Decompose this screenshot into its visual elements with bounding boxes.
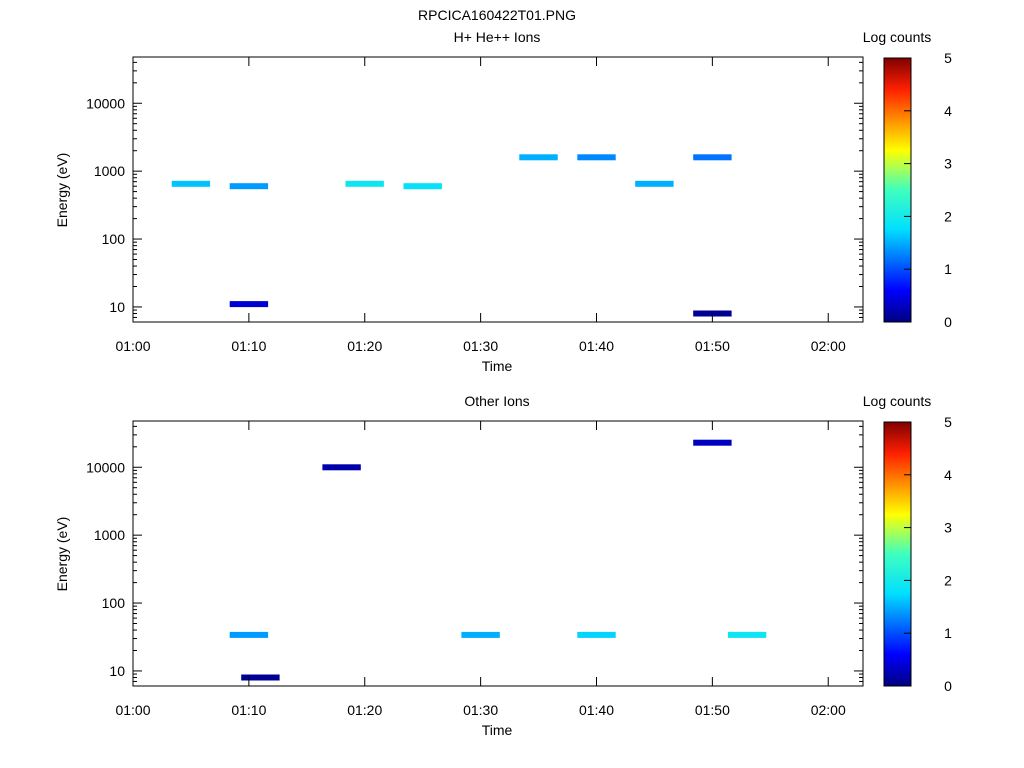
panel-2-title: Other Ions	[464, 393, 529, 409]
panel-1-colorbar-ticks: 0 1 2 3 4 5	[904, 50, 952, 330]
panel-1-y-axis-label: Energy (eV)	[54, 153, 70, 228]
panel-1-cell-7	[693, 154, 732, 161]
panel-2-cell-4	[693, 439, 732, 446]
panel-2-colorbar-label: Log counts	[863, 393, 932, 409]
panel-1-ytick-label-3: 10000	[86, 95, 125, 111]
panel-2-xtick-label-5: 01:50	[695, 702, 730, 718]
panel-2-xtick-label-4: 01:40	[579, 702, 614, 718]
panel-2-cell-2	[577, 631, 616, 638]
panel-2-ytick-label-0: 10	[109, 663, 125, 679]
figure-title: RPCICA160422T01.PNG	[418, 7, 576, 23]
panel-1-cb-tick-label-3: 3	[944, 156, 952, 172]
panel-1-xtick-label-2: 01:20	[347, 338, 382, 354]
panel-1-cell-2	[345, 180, 384, 187]
panel-1-xtick-label-4: 01:40	[579, 338, 614, 354]
panel-1-ytick-label-0: 10	[109, 299, 125, 315]
panel-1-cb-tick-label-2: 2	[944, 208, 952, 224]
panel-1-colorbar	[883, 57, 912, 323]
panel-2-xtick-label-6: 02:00	[811, 702, 846, 718]
panel-1-xtick-label-3: 01:30	[463, 338, 498, 354]
panel-2-cb-tick-label-1: 1	[944, 625, 952, 641]
panel-2-ytick-label-2: 1000	[94, 527, 125, 543]
panel-2-axes: 01:00 01:10 01:20 01:30 01:40 01:50 02:00 10 100…	[86, 421, 863, 718]
panel-1-xtick-label-5: 01:50	[695, 338, 730, 354]
panel-2-cell-0	[229, 631, 269, 638]
panel-1-title: H+ He++ Ions	[454, 29, 541, 45]
panel-1-colorbar-label: Log counts	[863, 29, 932, 45]
panel-1-heatmap-cells	[171, 154, 732, 317]
panel-1-x-axis-label: Time	[482, 358, 513, 374]
panel-1-cb-tick-label-5: 5	[944, 50, 952, 66]
panel-2-cell-5	[322, 464, 361, 471]
panel-2-cell-3	[727, 631, 767, 638]
panel-1-cell-3	[403, 183, 442, 190]
panel-2-cell-6	[241, 674, 280, 681]
panel-1-cell-6	[635, 180, 674, 187]
panel-1-cb-tick-label-0: 0	[944, 314, 952, 330]
panel-1-plot-frame	[132, 56, 864, 323]
panel-1-ytick-label-2: 1000	[94, 163, 125, 179]
panel-2-xtick-label-2: 01:20	[347, 702, 382, 718]
panel-1-cell-5	[577, 154, 616, 161]
panel-2-colorbar-ticks: 0 1 2 3 4 5	[904, 414, 952, 694]
panel-1-cell-1	[229, 183, 269, 190]
panel-2-cell-1	[461, 631, 500, 638]
panel-1-xtick-label-1: 01:10	[231, 338, 266, 354]
panel-h-he-ions: H+ He++ Ions 01:00 01:10 01:20 01:30 01:40 01…	[54, 29, 952, 374]
panel-1-cb-tick-label-4: 4	[944, 103, 952, 119]
panel-2-heatmap-cells	[229, 439, 767, 681]
panel-1-cell-0	[171, 180, 211, 187]
panel-1-ytick-label-1: 100	[102, 231, 126, 247]
panel-1-xtick-label-0: 01:00	[115, 338, 150, 354]
panel-2-colorbar	[883, 421, 912, 687]
panel-1-cell-8	[229, 301, 269, 308]
panel-2-xtick-label-0: 01:00	[115, 702, 150, 718]
panel-2-xtick-label-1: 01:10	[231, 702, 266, 718]
panel-2-ytick-label-1: 100	[102, 595, 126, 611]
panel-1-axes: 01:00 01:10 01:20 01:30 01:40 01:50 02:00 10 100…	[86, 57, 863, 354]
panel-2-cb-tick-label-0: 0	[944, 678, 952, 694]
panel-2-cb-tick-label-3: 3	[944, 520, 952, 536]
panel-1-cell-4	[519, 154, 558, 161]
panel-other-ions: Other Ions 01:00 01:10 01:20 01:30 01:40 01:5…	[54, 393, 952, 738]
panel-2-cb-tick-label-5: 5	[944, 414, 952, 430]
panel-2-x-axis-label: Time	[482, 722, 513, 738]
panel-2-y-axis-label: Energy (eV)	[54, 517, 70, 592]
panel-2-xtick-label-3: 01:30	[463, 702, 498, 718]
panel-2-plot-frame	[132, 420, 864, 687]
panel-2-cb-tick-label-4: 4	[944, 467, 952, 483]
panel-2-ytick-label-3: 10000	[86, 459, 125, 475]
panel-1-xtick-label-6: 02:00	[811, 338, 846, 354]
panel-1-cb-tick-label-1: 1	[944, 261, 952, 277]
panel-2-cb-tick-label-2: 2	[944, 572, 952, 588]
